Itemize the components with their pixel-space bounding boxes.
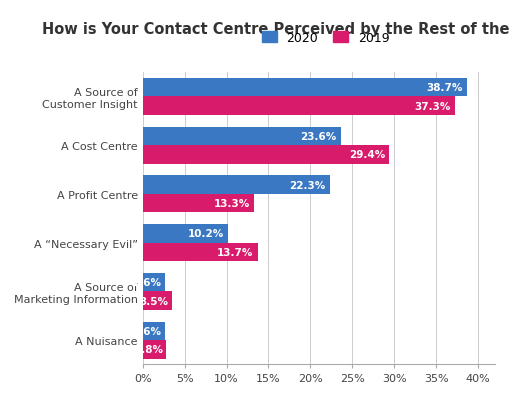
Bar	[143, 97, 455, 116]
Bar	[143, 273, 164, 292]
Text: 23.6%: 23.6%	[299, 132, 336, 142]
Text: 13.7%: 13.7%	[217, 247, 253, 257]
Legend: 2020, 2019: 2020, 2019	[256, 27, 394, 49]
Bar	[143, 224, 228, 243]
Title: How is Your Contact Centre Perceived by the Rest of the Business?: How is Your Contact Centre Perceived by …	[41, 22, 509, 37]
Bar	[143, 176, 329, 194]
Text: 22.3%: 22.3%	[289, 180, 325, 190]
Text: 10.2%: 10.2%	[187, 229, 223, 239]
Bar	[143, 194, 254, 213]
Bar	[143, 322, 164, 340]
Bar	[143, 243, 257, 262]
Bar	[143, 79, 466, 97]
Bar	[143, 340, 166, 359]
Text: 3.5%: 3.5%	[139, 296, 168, 306]
Text: 2.8%: 2.8%	[134, 344, 162, 354]
Text: 2.6%: 2.6%	[132, 277, 161, 288]
Text: 29.4%: 29.4%	[348, 150, 384, 160]
Bar	[143, 127, 340, 146]
Text: 13.3%: 13.3%	[213, 198, 249, 209]
Bar	[143, 146, 388, 164]
Text: 38.7%: 38.7%	[426, 83, 462, 93]
Text: 2.6%: 2.6%	[132, 326, 161, 336]
Bar	[143, 292, 172, 310]
Text: 37.3%: 37.3%	[414, 101, 450, 111]
